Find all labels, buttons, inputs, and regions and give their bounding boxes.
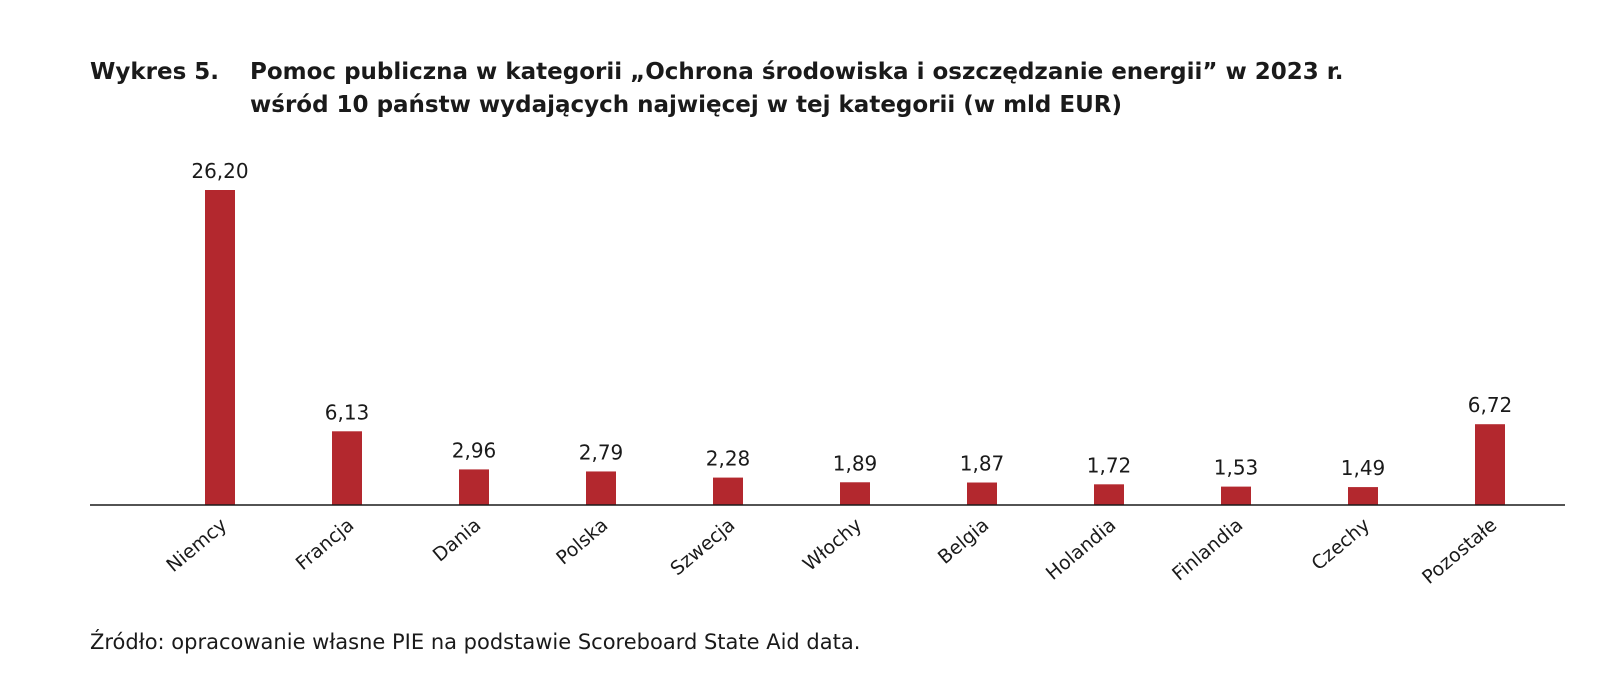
category-label-włochy: Włochy [799,514,866,576]
bar-belgia [967,482,997,505]
value-label-pozostałe: 6,72 [1468,393,1513,417]
value-label-niemcy: 26,20 [191,159,248,183]
bar-niemcy [205,190,235,505]
value-label-włochy: 1,89 [833,451,878,475]
bar-pozostałe [1475,424,1505,505]
bar-polska [586,471,616,505]
bar-francja [332,431,362,505]
bar-szwecja [713,477,743,505]
value-label-francja: 6,13 [325,400,370,424]
bar-dania [459,469,489,505]
value-label-szwecja: 2,28 [706,447,751,471]
bar-finlandia [1221,486,1251,505]
category-label-holandia: Holandia [1042,514,1120,585]
bar-czechy [1348,487,1378,505]
value-label-polska: 2,79 [579,440,624,464]
figure-label: Wykres 5. [90,59,220,85]
category-label-finlandia: Finlandia [1168,514,1247,585]
category-label-czechy: Czechy [1307,514,1374,575]
chart-title: Wykres 5. Pomoc publiczna w kategorii „O… [90,56,1510,122]
value-label-finlandia: 1,53 [1214,456,1259,480]
value-label-czechy: 1,49 [1341,456,1386,480]
category-label-polska: Polska [552,514,612,569]
bar-holandia [1094,484,1124,505]
figure-title-line-1: Pomoc publiczna w kategorii „Ochrona śro… [250,59,1344,85]
category-label-niemcy: Niemcy [162,514,231,577]
category-label-pozostałe: Pozostałe [1418,514,1501,589]
category-label-szwecja: Szwecja [666,514,739,580]
value-labels-group: 26,20 6,13 2,96 2,79 2,28 1,89 1,87 1,72 1,53 1,4… [191,159,1512,480]
bars-group [205,190,1505,505]
category-labels-group: Niemcy Francja Dania Polska Szwecja Włochy Bel… [162,514,1501,589]
value-label-dania: 2,96 [452,438,497,462]
category-label-francja: Francja [292,514,359,575]
bar-włochy [840,482,870,505]
figure-title-line-2: wśród 10 państw wydających najwięcej w t… [250,92,1123,118]
figure-title: Pomoc publiczna w kategorii „Ochrona śro… [250,56,1510,122]
category-label-belgia: Belgia [934,514,993,569]
category-label-dania: Dania [429,514,485,566]
value-label-holandia: 1,72 [1087,453,1132,477]
value-label-belgia: 1,87 [960,452,1005,476]
source-note: Źródło: opracowanie własne PIE na podsta… [90,630,861,654]
